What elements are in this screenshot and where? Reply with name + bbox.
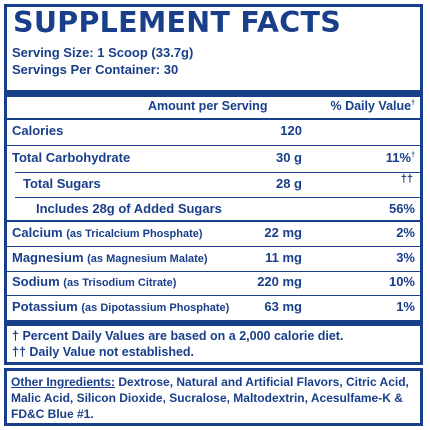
daily-value-header-label: % Daily Value [330, 99, 412, 113]
nutrient-daily-value: 3% [396, 250, 415, 265]
footnote-mark: †† [12, 345, 26, 359]
nutrient-amount: 11 mg [265, 250, 302, 265]
row-divider [7, 295, 420, 296]
daily-value-header: % Daily Value† [330, 99, 415, 113]
amount-header: Amount per Serving [148, 99, 268, 113]
nutrient-daily-value: 2% [396, 225, 415, 240]
nutrient-amount: 120 [280, 123, 302, 138]
nutrient-source: (as Magnesium Malate) [87, 253, 208, 265]
serving-size: Serving Size: 1 Scoop (33.7g) [12, 45, 194, 60]
footnote-text: Daily Value not established. [29, 345, 195, 359]
thick-divider [7, 90, 420, 97]
other-ingredients-text: Dextrose, Natural and Artificial Flavors… [11, 375, 409, 421]
nutrient-row-calcium: Calcium (as Tricalcium Phosphate) 22 mg … [7, 225, 420, 245]
nutrient-name: Sodium (as Trisodium Citrate) [12, 274, 176, 289]
nutrient-name: Includes 28g of Added Sugars [36, 201, 222, 216]
servings-per-container: Servings Per Container: 30 [12, 62, 179, 77]
nutrient-name: Calcium (as Tricalcium Phosphate) [12, 225, 203, 240]
nutrient-name: Total Carbohydrate [12, 150, 131, 165]
nutrient-daily-value: 56% [388, 201, 415, 216]
nutrient-name: Magnesium (as Magnesium Malate) [12, 250, 208, 265]
footnote-text: Percent Daily Values are based on a 2,00… [22, 329, 344, 343]
nutrient-label: Magnesium [12, 250, 84, 265]
nutrient-daily-value: 10% [388, 274, 415, 289]
nutrient-row-magnesium: Magnesium (as Magnesium Malate) 11 mg 3% [7, 250, 420, 270]
nutrient-row-sodium: Sodium (as Trisodium Citrate) 220 mg 10% [7, 274, 420, 294]
nutrient-daily-value-mark: †† [400, 173, 413, 185]
nutrient-name: Total Sugars [23, 176, 101, 191]
nutrient-name: Potassium (as Dipotassium Phosphate) [12, 299, 229, 314]
footnote-mark: † [12, 329, 19, 343]
nutrient-name: Calories [12, 123, 64, 138]
footnote-daily-values: † Percent Daily Values are based on a 2,… [12, 329, 343, 343]
nutrient-label: Sodium [12, 274, 60, 289]
nutrient-row-potassium: Potassium (as Dipotassium Phosphate) 63 … [7, 299, 420, 319]
row-divider [15, 172, 420, 173]
nutrient-row-total-carbohydrate: Total Carbohydrate 30 g 11%† [7, 150, 420, 170]
nutrient-daily-value: 1% [396, 299, 415, 314]
nutrient-amount: 28 g [275, 176, 302, 191]
row-divider [7, 145, 420, 146]
nutrient-row-calories: Calories 120 [7, 123, 420, 143]
row-divider [7, 246, 420, 247]
header-divider [7, 118, 420, 120]
other-ingredients-box: Other Ingredients: Dextrose, Natural and… [4, 368, 423, 426]
supplement-facts-panel: SUPPLEMENT FACTS Serving Size: 1 Scoop (… [4, 4, 423, 365]
nutrient-source: (as Tricalcium Phosphate) [66, 228, 203, 240]
nutrient-amount: 22 mg [264, 225, 302, 240]
row-divider [7, 220, 420, 222]
nutrient-label: Potassium [12, 299, 78, 314]
nutrient-label: Calcium [12, 225, 63, 240]
daily-value-mark: † [411, 152, 415, 159]
nutrient-amount: 30 g [275, 150, 302, 165]
other-ingredients-label: Other Ingredients: [11, 375, 116, 389]
nutrient-amount: 220 mg [257, 274, 302, 289]
row-divider [15, 197, 420, 198]
thick-divider [7, 320, 420, 326]
panel-title: SUPPLEMENT FACTS [13, 6, 342, 39]
nutrient-row-added-sugars: Includes 28g of Added Sugars 56% [7, 201, 420, 221]
nutrient-amount: 63 mg [264, 299, 302, 314]
footnote-not-established: †† Daily Value not established. [12, 345, 194, 359]
nutrient-source: (as Dipotassium Phosphate) [81, 302, 230, 314]
nutrient-daily-value: 11%† [386, 150, 415, 165]
nutrient-row-total-sugars: Total Sugars 28 g †† [7, 173, 420, 196]
daily-value-header-mark: † [411, 100, 415, 107]
nutrient-source: (as Trisodium Citrate) [63, 277, 177, 289]
daily-value-number: 11% [385, 150, 412, 165]
row-divider [7, 271, 420, 272]
